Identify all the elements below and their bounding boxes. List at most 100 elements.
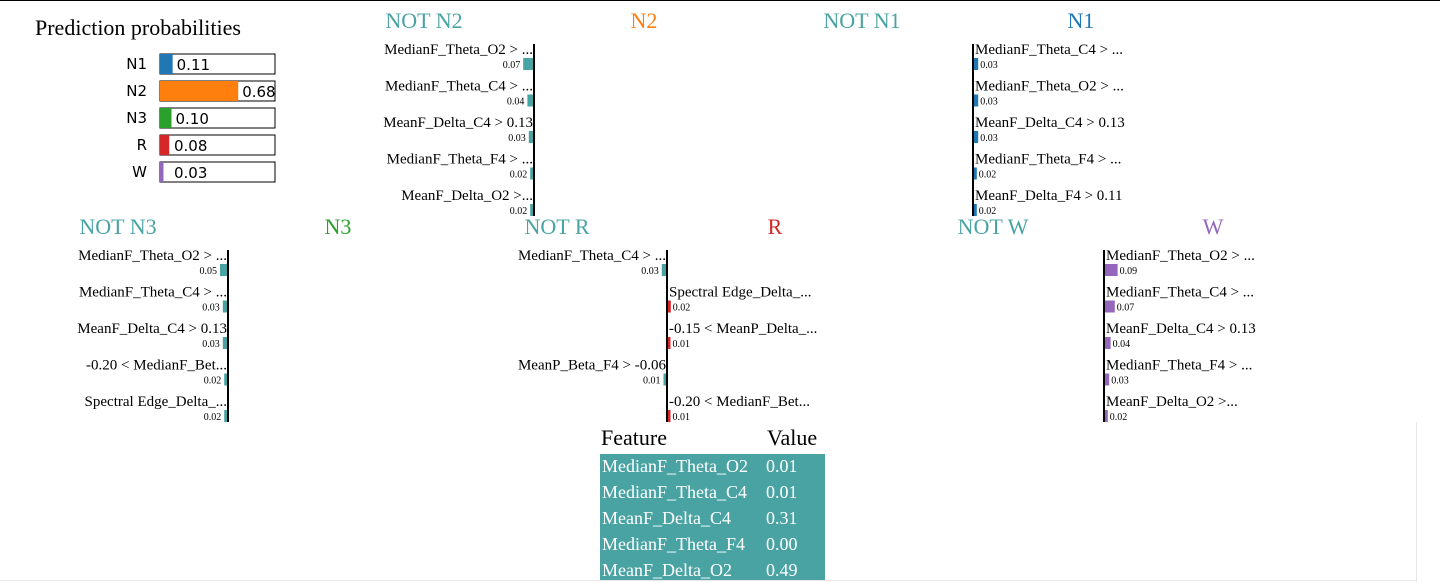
weight-label: 0.02: [204, 412, 222, 423]
table-cell-feature: MedianF_Theta_F4: [602, 534, 745, 554]
weight-bar: [974, 204, 977, 216]
weight-bar: [527, 94, 533, 107]
feature-label: MedianF_Theta_O2 > ...: [384, 42, 533, 58]
table-cell-feature: MedianF_Theta_C4: [602, 482, 747, 502]
weight-label: 0.07: [503, 60, 521, 71]
feature-label: -0.20 < MedianF_Bet...: [669, 394, 810, 410]
feature-label: Spectral Edge_Delta_...: [85, 394, 227, 410]
table-cell-value: 0.49: [766, 560, 798, 580]
weight-label: 0.02: [204, 376, 222, 387]
weight-bar: [974, 58, 979, 70]
weight-label: 0.07: [1117, 303, 1135, 314]
feature-label: MedianF_Theta_O2 > ...: [1106, 248, 1255, 264]
table-cell-feature: MeanF_Delta_C4: [602, 508, 731, 528]
table-cell-value: 0.01: [766, 456, 798, 476]
panel-title-not-n1: NOT N1: [823, 8, 900, 33]
prob-bar-n1: [160, 54, 173, 74]
weight-bar: [220, 264, 227, 276]
table-cell-value: 0.31: [766, 508, 798, 528]
weight-label: 0.02: [979, 170, 997, 181]
prob-label-n2: N2: [126, 82, 147, 100]
table-cell-feature: MedianF_Theta_O2: [602, 456, 748, 476]
weight-bar: [663, 373, 666, 386]
frame-bottom-edge: [0, 580, 1417, 581]
weight-bar: [974, 94, 979, 107]
weight-label: 0.03: [980, 97, 998, 108]
feature-label: MeanF_Delta_C4 > 0.13: [975, 115, 1125, 131]
prob-bar-r: [160, 135, 170, 155]
weight-bar: [1105, 300, 1115, 313]
weight-label: 0.02: [510, 170, 528, 181]
frame-right-edge: [1416, 422, 1417, 582]
feature-label: MedianF_Theta_O2 > ...: [975, 79, 1124, 95]
weight-bar: [974, 131, 979, 143]
feature-label: MedianF_Theta_F4 > ...: [387, 152, 533, 168]
weight-label: 0.03: [508, 133, 526, 144]
table-header-feature: Feature: [601, 425, 667, 450]
weight-label: 0.01: [643, 376, 661, 387]
prob-bar-n3: [160, 108, 172, 128]
weight-bar: [668, 337, 671, 349]
table-cell-value: 0.01: [766, 482, 798, 502]
feature-label: -0.20 < MedianF_Bet...: [86, 358, 227, 374]
feature-label: MeanF_Delta_C4 > 0.13: [77, 321, 227, 337]
prob-value-w: 0.03: [174, 164, 207, 182]
weight-label: 0.04: [1113, 339, 1131, 350]
weight-bar: [530, 167, 533, 180]
weight-label: 0.01: [673, 339, 691, 350]
weight-bar: [974, 167, 977, 180]
weight-label: 0.03: [980, 133, 998, 144]
prob-bar-w: [160, 162, 164, 182]
weight-bar: [661, 264, 666, 276]
panel-title-not-n2: NOT N2: [385, 8, 462, 33]
weight-bar: [222, 337, 227, 349]
feature-label: MeanF_Delta_F4 > 0.11: [975, 188, 1122, 204]
prob-bar-n2: [160, 81, 239, 101]
feature-label: MedianF_Theta_C4 > ...: [385, 79, 533, 95]
weight-label: 0.02: [510, 206, 528, 217]
prob-label-n1: N1: [126, 55, 147, 73]
feature-label: MeanF_Delta_C4 > 0.13: [383, 115, 533, 131]
weight-bar: [1105, 373, 1110, 386]
top-divider: [0, 0, 1440, 1]
panel-title-n1: N1: [1068, 8, 1095, 33]
feature-label: MedianF_Theta_F4 > ...: [975, 152, 1121, 168]
weight-label: 0.02: [673, 303, 691, 314]
prob-value-n3: 0.10: [176, 110, 209, 128]
weight-label: 0.09: [1120, 266, 1138, 277]
weight-label: 0.03: [1111, 376, 1129, 387]
prediction-title: Prediction probabilities: [35, 15, 241, 40]
panel-title-n2: N2: [631, 8, 658, 33]
prob-label-n3: N3: [126, 109, 147, 127]
table-header-value: Value: [767, 425, 817, 450]
weight-bar: [224, 410, 227, 422]
weight-label: 0.03: [641, 266, 659, 277]
weight-label: 0.01: [673, 412, 691, 423]
weight-bar: [668, 410, 671, 422]
feature-label: MedianF_Theta_F4 > ...: [1106, 358, 1252, 374]
prob-label-w: W: [132, 163, 147, 181]
feature-label: MedianF_Theta_O2 > ...: [78, 248, 227, 264]
feature-label: -0.15 < MeanP_Delta_...: [669, 321, 817, 337]
panel-title-not-w: NOT W: [958, 214, 1029, 239]
feature-label: MedianF_Theta_C4 > ...: [975, 42, 1123, 58]
prob-value-r: 0.08: [174, 137, 207, 155]
weight-label: 0.03: [202, 303, 220, 314]
weight-label: 0.05: [200, 266, 218, 277]
panel-title-r: R: [768, 214, 783, 239]
feature-label: MedianF_Theta_C4 > ...: [79, 285, 227, 301]
weight-bar: [530, 204, 533, 216]
weight-bar: [668, 300, 671, 313]
weight-label: 0.03: [202, 339, 220, 350]
weight-label: 0.02: [979, 206, 997, 217]
weight-bar: [528, 131, 533, 143]
panel-title-not-n3: NOT N3: [79, 214, 156, 239]
weight-bar: [523, 58, 533, 70]
weight-bar: [1105, 264, 1118, 276]
feature-label: MeanP_Beta_F4 > -0.06: [518, 358, 667, 374]
panel-title-not-r: NOT R: [525, 214, 590, 239]
feature-label: MeanF_Delta_O2 >...: [1106, 394, 1238, 410]
feature-label: MeanF_Delta_O2 >...: [401, 188, 533, 204]
feature-label: MedianF_Theta_C4 > ...: [1106, 285, 1254, 301]
